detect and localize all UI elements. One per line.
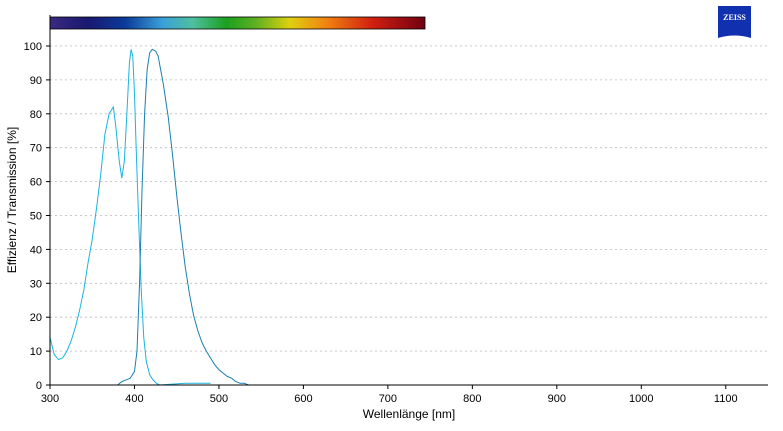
- logo-text: ZEISS: [723, 13, 746, 22]
- y-tick-label: 0: [36, 380, 42, 392]
- y-tick-label: 30: [30, 278, 42, 290]
- x-tick-label: 1100: [714, 393, 738, 405]
- x-tick-label: 300: [41, 393, 59, 405]
- y-tick-label: 50: [30, 211, 42, 223]
- spectrum-bar: [49, 16, 426, 30]
- plot-area: 0 10 20 30 40 50 60 70 80 90 100 300 400 500 600 700 800…: [24, 41, 768, 405]
- spectrum-line: [117, 48, 249, 386]
- y-tick-label: 60: [30, 177, 42, 189]
- y-tick-label: 40: [30, 244, 42, 256]
- y-tick-label: 80: [30, 109, 42, 121]
- y-tick-label: 70: [30, 143, 42, 155]
- x-tick-label: 700: [379, 393, 397, 405]
- logo-badge: [718, 6, 751, 38]
- x-tick-label: 1000: [629, 393, 653, 405]
- x-tick-label: 500: [210, 393, 228, 405]
- x-tick-label: 900: [548, 393, 566, 405]
- y-tick-label: 10: [30, 346, 42, 358]
- x-axis-label: Wellenlänge [nm]: [363, 407, 456, 421]
- y-tick-label: 20: [30, 312, 42, 324]
- spectrum-line: [49, 49, 211, 386]
- y-tick-label: 90: [30, 75, 42, 87]
- x-tick-label: 800: [463, 393, 481, 405]
- logo: ZEISS: [718, 6, 751, 38]
- x-tick-label: 400: [125, 393, 143, 405]
- y-tick-label: 100: [24, 41, 42, 53]
- y-axis-label: Effizienz / Transmission [%]: [5, 127, 19, 274]
- x-tick-label: 600: [294, 393, 312, 405]
